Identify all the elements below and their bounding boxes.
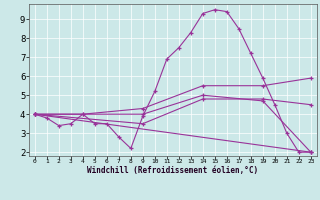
X-axis label: Windchill (Refroidissement éolien,°C): Windchill (Refroidissement éolien,°C) (87, 166, 258, 175)
